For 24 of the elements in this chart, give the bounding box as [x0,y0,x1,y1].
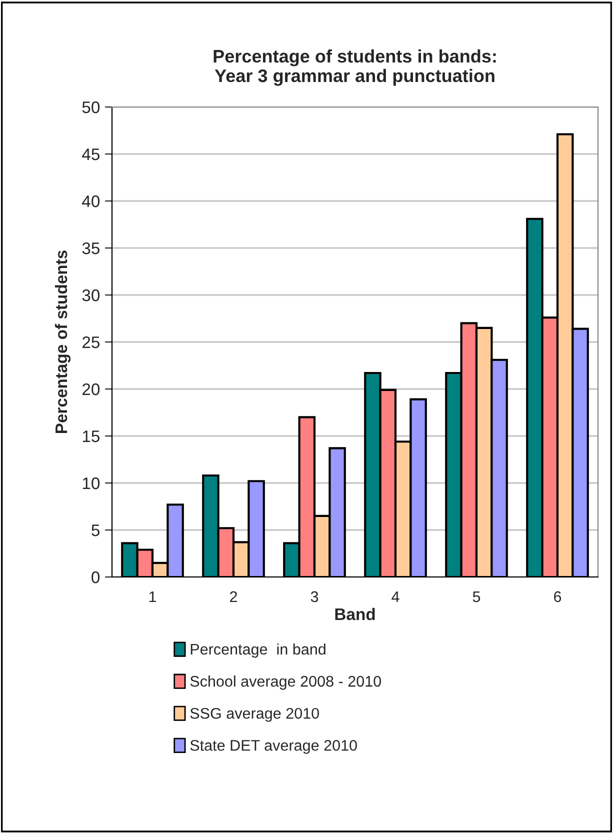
y-tick-label: 5 [92,524,100,536]
y-tick-label: 15 [82,430,100,442]
x-tick-label: 1 [149,591,156,602]
y-tick-label: 25 [82,336,100,348]
legend-label: Percentage in band [190,643,326,658]
y-tick-label: 40 [82,195,100,208]
y-tick-label: 0 [92,571,100,584]
y-tick-label: 20 [82,383,100,396]
y-tick-label: 50 [82,101,100,114]
x-tick-label: 4 [392,591,400,602]
y-tick-label: 35 [82,242,100,254]
y-axis-title: Percentage of students [54,250,71,434]
x-tick-label: 2 [230,591,237,602]
y-tick-label: 10 [82,477,100,490]
x-tick-label: 3 [310,591,318,602]
legend-label: School average 2008 - 2010 [190,675,381,690]
x-tick-label: 6 [554,591,562,602]
y-tick-label: 45 [82,148,100,160]
legend-label: State DET average 2010 [190,740,357,754]
x-tick-label: 5 [472,591,480,602]
y-tick-label: 30 [82,289,100,302]
x-axis-title: Band [335,608,375,620]
chart-title: Percentage of students in bands: Year 3 grammar and punctuation [214,49,496,86]
legend-label: SSG average 2010 [190,708,319,722]
